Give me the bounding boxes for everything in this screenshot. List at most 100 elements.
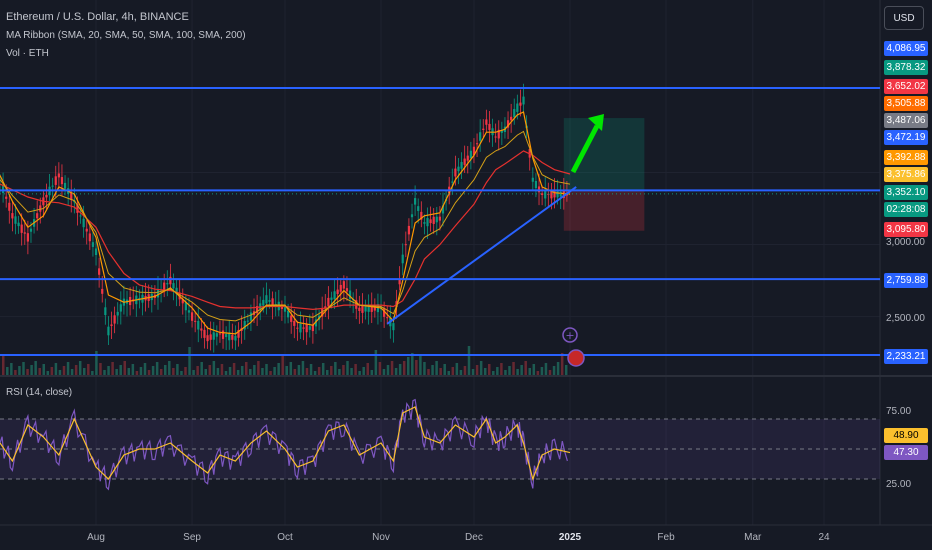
ma-ribbon-legend[interactable]: MA Ribbon (SMA, 20, SMA, 50, SMA, 100, S…	[6, 30, 246, 41]
candle-body	[26, 233, 29, 242]
volume-bar	[83, 368, 86, 375]
volume-bar	[14, 370, 17, 375]
candle-body	[355, 300, 358, 309]
volume-bar	[463, 366, 467, 375]
candle-body	[510, 116, 513, 121]
price-tag-5: 3,472.19	[884, 130, 928, 145]
candle-body	[311, 325, 314, 332]
volume-bar	[524, 361, 527, 375]
volume-bar	[139, 367, 143, 375]
candle-body	[17, 222, 20, 227]
event-plus-icon	[562, 327, 578, 343]
candle-body	[429, 219, 432, 224]
volume-bar	[492, 371, 495, 375]
rsi-tag-ma: 48.90	[884, 428, 928, 443]
candle-body	[383, 308, 386, 317]
candle-body	[57, 173, 60, 178]
time-axis-label-1: Sep	[183, 532, 201, 543]
volume-bar	[451, 367, 455, 375]
volume-bar	[516, 369, 519, 375]
volume-bar	[10, 363, 13, 375]
volume-bar	[334, 362, 337, 375]
candle-body	[401, 254, 404, 264]
volume-bar	[50, 367, 54, 375]
price-tag-11: 2,759.88	[884, 273, 928, 288]
candle-body	[469, 150, 472, 159]
volume-bar	[6, 367, 9, 375]
candle-body	[268, 300, 271, 302]
candle-body	[63, 182, 67, 189]
volume-bar	[38, 368, 41, 375]
volume-bar	[512, 362, 515, 375]
candle-body	[243, 320, 246, 330]
candle-body	[221, 330, 225, 339]
rsi-legend[interactable]: RSI (14, close)	[6, 387, 73, 398]
volume-legend[interactable]: Vol · ETH	[6, 48, 49, 59]
volume-bar	[431, 365, 434, 375]
candle-body	[51, 185, 54, 187]
candle-body	[364, 306, 367, 312]
candle-body	[246, 320, 249, 322]
volume-bar	[317, 367, 321, 375]
volume-bar	[382, 369, 386, 375]
candle-body	[494, 136, 497, 138]
candle-body	[370, 305, 373, 312]
candle-body	[550, 189, 553, 199]
time-axis-label-3: Nov	[372, 532, 390, 543]
candle-body	[463, 158, 466, 165]
volume-bar	[115, 369, 118, 375]
candle-body	[283, 307, 287, 312]
volume-bar	[346, 361, 349, 375]
candle-body	[215, 333, 218, 337]
volume-bar	[265, 364, 268, 375]
volume-bar	[552, 366, 556, 375]
volume-bar	[228, 367, 232, 375]
price-tag-9: 02:28:08	[884, 202, 928, 217]
rsi-tick-25: 25.00	[886, 479, 912, 490]
candle-body	[262, 299, 265, 306]
long-position-stop-zone	[563, 190, 645, 231]
volume-bar	[281, 354, 284, 375]
candle-body	[29, 228, 33, 232]
candle-body	[286, 310, 290, 318]
volume-bar	[326, 370, 329, 375]
candle-body	[225, 334, 228, 338]
candle-body	[342, 281, 345, 289]
currency-button[interactable]: USD	[884, 6, 924, 30]
candle-body	[404, 244, 407, 246]
volume-bar	[544, 363, 548, 375]
candle-body	[321, 308, 324, 317]
candle-body	[420, 211, 423, 220]
volume-bar	[358, 371, 361, 375]
candle-body	[265, 295, 268, 304]
volume-bar	[176, 364, 179, 375]
volume-bar	[560, 353, 564, 375]
candle-body	[39, 205, 42, 212]
volume-bar	[26, 369, 29, 375]
candle-body	[386, 317, 389, 319]
candle-body	[259, 303, 262, 310]
candle-body	[562, 190, 565, 199]
volume-bar	[407, 357, 410, 375]
symbol-title[interactable]: Ethereum / U.S. Dollar, 4h, BINANCE	[6, 11, 189, 23]
volume-bar	[390, 361, 394, 375]
rsi-tick-75: 75.00	[886, 406, 912, 417]
candle-body	[184, 302, 187, 311]
volume-bar	[297, 365, 301, 375]
time-axis-label-7: Mar	[744, 532, 762, 543]
candle-body	[534, 180, 538, 189]
volume-bar	[164, 365, 167, 375]
candle-body	[497, 129, 500, 139]
candle-body	[190, 312, 194, 321]
candle-body	[94, 248, 98, 256]
volume-bar	[342, 365, 345, 375]
volume-bar	[528, 368, 531, 375]
price-tick-3000: 3,000.00	[886, 237, 925, 248]
volume-bar	[184, 367, 187, 375]
candle-body	[438, 216, 441, 221]
price-tag-0: 4,086.95	[884, 41, 928, 56]
time-axis-label-0: Aug	[87, 532, 105, 543]
volume-bar	[423, 362, 426, 375]
candle-body	[426, 217, 429, 227]
